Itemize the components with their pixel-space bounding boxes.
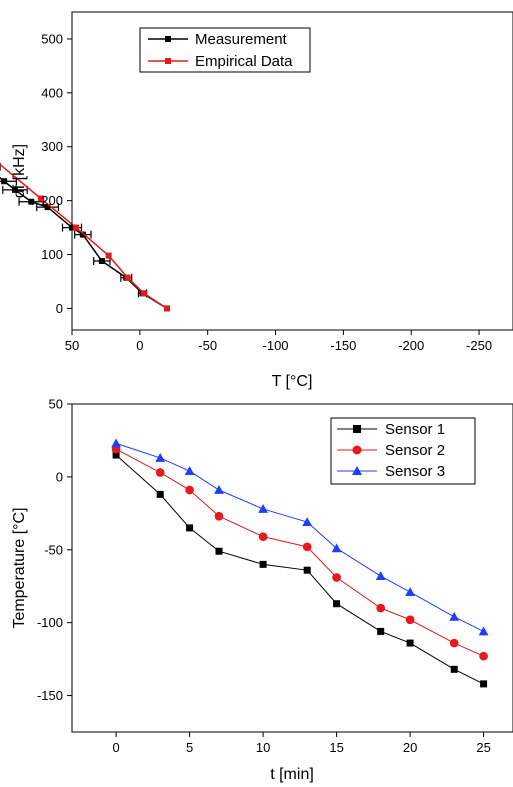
legend-sensor-3-label: Sensor 3 — [385, 463, 445, 480]
chart-1-y-axis-label: df [kHz] — [11, 144, 28, 198]
data-point — [405, 615, 415, 625]
data-point — [124, 274, 131, 281]
legend-sensor-1-marker — [353, 425, 361, 433]
data-point — [406, 639, 414, 647]
series-line — [115, 454, 484, 685]
y-tick-label: 200 — [41, 193, 63, 208]
chart-1-marks — [0, 162, 170, 312]
legend-empirical-label: Empirical Data — [195, 53, 293, 70]
x-tick-label: 50 — [65, 338, 79, 353]
series-1 — [0, 162, 170, 312]
x-tick-label: 0 — [112, 740, 119, 755]
legend-sensor-1-label: Sensor 1 — [385, 421, 445, 438]
data-point — [155, 468, 165, 477]
data-point — [258, 532, 268, 541]
x-tick-label: -200 — [398, 338, 424, 353]
legend-empirical-marker — [165, 58, 171, 64]
data-point — [111, 438, 121, 448]
y-tick-label: 0 — [56, 301, 63, 316]
data-point — [377, 627, 385, 635]
data-point — [98, 258, 105, 265]
data-point — [258, 504, 268, 513]
data-point — [28, 198, 35, 205]
data-point — [480, 680, 488, 688]
legend-sensor-2-label: Sensor 2 — [385, 442, 445, 459]
chart-2-y-axis-label: Temperature [°C] — [11, 507, 28, 628]
data-point — [112, 451, 120, 459]
chart-1-legend-box — [139, 27, 311, 73]
data-point — [105, 252, 112, 259]
x-tick-label: 0 — [136, 338, 143, 353]
data-point — [405, 587, 415, 596]
data-point — [44, 204, 51, 211]
legend-sensor-2-marker — [352, 445, 362, 455]
data-point — [302, 517, 313, 526]
y-tick-label: 50 — [49, 397, 63, 412]
data-point — [156, 490, 164, 498]
series-3 — [111, 438, 489, 636]
chart-temperature-vs-time: 0 5 10 15 20 25 -150 -100 -50 0 50 t [min] Tempera… — [11, 397, 513, 783]
data-point — [215, 547, 223, 555]
data-point — [331, 543, 342, 553]
data-point — [450, 665, 458, 673]
x-tick-label: 15 — [329, 740, 343, 755]
x-tick-label: 5 — [186, 740, 193, 755]
data-point — [140, 290, 147, 297]
data-point — [12, 186, 19, 193]
chart-2-x-axis-label: t [min] — [270, 766, 314, 783]
data-point — [184, 466, 195, 475]
chart-2-legend: Sensor 1 Sensor 2 Sensor 3 — [330, 417, 476, 485]
y-tick-label: 500 — [41, 31, 63, 46]
data-point — [73, 224, 80, 231]
legend-measurement-marker — [165, 36, 171, 42]
x-tick-label: -250 — [466, 338, 492, 353]
chart-1-plot-frame — [71, 11, 513, 331]
data-point — [214, 511, 224, 521]
chart-2-marks — [111, 438, 489, 688]
data-point — [185, 485, 194, 495]
data-point — [332, 573, 341, 582]
data-point — [37, 195, 44, 202]
data-point — [79, 231, 86, 238]
data-point — [479, 651, 488, 661]
y-tick-label: 0 — [56, 469, 63, 484]
data-point — [333, 600, 341, 608]
data-point — [449, 611, 460, 621]
x-tick-label: -50 — [198, 338, 217, 353]
data-point — [214, 485, 224, 494]
data-point — [376, 603, 386, 613]
x-tick-label: 20 — [403, 740, 417, 755]
chart-1-x-axis-label: T [°C] — [272, 373, 313, 390]
data-point — [478, 626, 489, 636]
x-tick-label: 25 — [476, 740, 490, 755]
legend-sensor-3-marker — [352, 466, 362, 475]
y-tick-label: -100 — [37, 615, 63, 630]
series-2 — [0, 163, 170, 312]
data-point — [259, 560, 267, 568]
data-point — [375, 571, 386, 580]
chart-2-ticks: 0 5 10 15 20 25 -150 -100 -50 0 50 — [37, 397, 491, 756]
y-tick-label: 400 — [41, 85, 63, 100]
y-tick-label: -150 — [37, 688, 63, 703]
data-point — [186, 524, 194, 532]
data-point — [302, 542, 312, 552]
data-point — [449, 638, 459, 648]
y-tick-label: -50 — [44, 542, 63, 557]
x-tick-label: -100 — [263, 338, 289, 353]
data-point — [163, 305, 170, 312]
series-1 — [112, 451, 488, 688]
data-point — [155, 453, 166, 462]
chart-2-plot-frame — [71, 403, 513, 733]
x-tick-label: -150 — [330, 338, 356, 353]
legend-measurement-label: Measurement — [195, 31, 288, 48]
data-point — [1, 178, 8, 185]
x-tick-label: 10 — [256, 740, 270, 755]
y-tick-label: 100 — [41, 247, 63, 262]
data-point — [303, 566, 311, 574]
chart-1-legend: Measurement Empirical Data — [139, 27, 311, 73]
y-tick-label: 300 — [41, 139, 63, 154]
